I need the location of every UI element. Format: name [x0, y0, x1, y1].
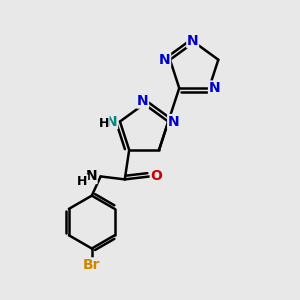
- Text: N: N: [137, 94, 148, 108]
- Text: N: N: [106, 115, 118, 128]
- Text: N: N: [208, 81, 220, 95]
- Text: H: H: [99, 116, 109, 130]
- Text: N: N: [159, 53, 170, 67]
- Text: N: N: [168, 115, 179, 128]
- Text: N: N: [187, 34, 199, 48]
- Text: N: N: [85, 169, 97, 183]
- Text: O: O: [150, 169, 162, 183]
- Text: H: H: [77, 175, 88, 188]
- Text: Br: Br: [83, 258, 100, 272]
